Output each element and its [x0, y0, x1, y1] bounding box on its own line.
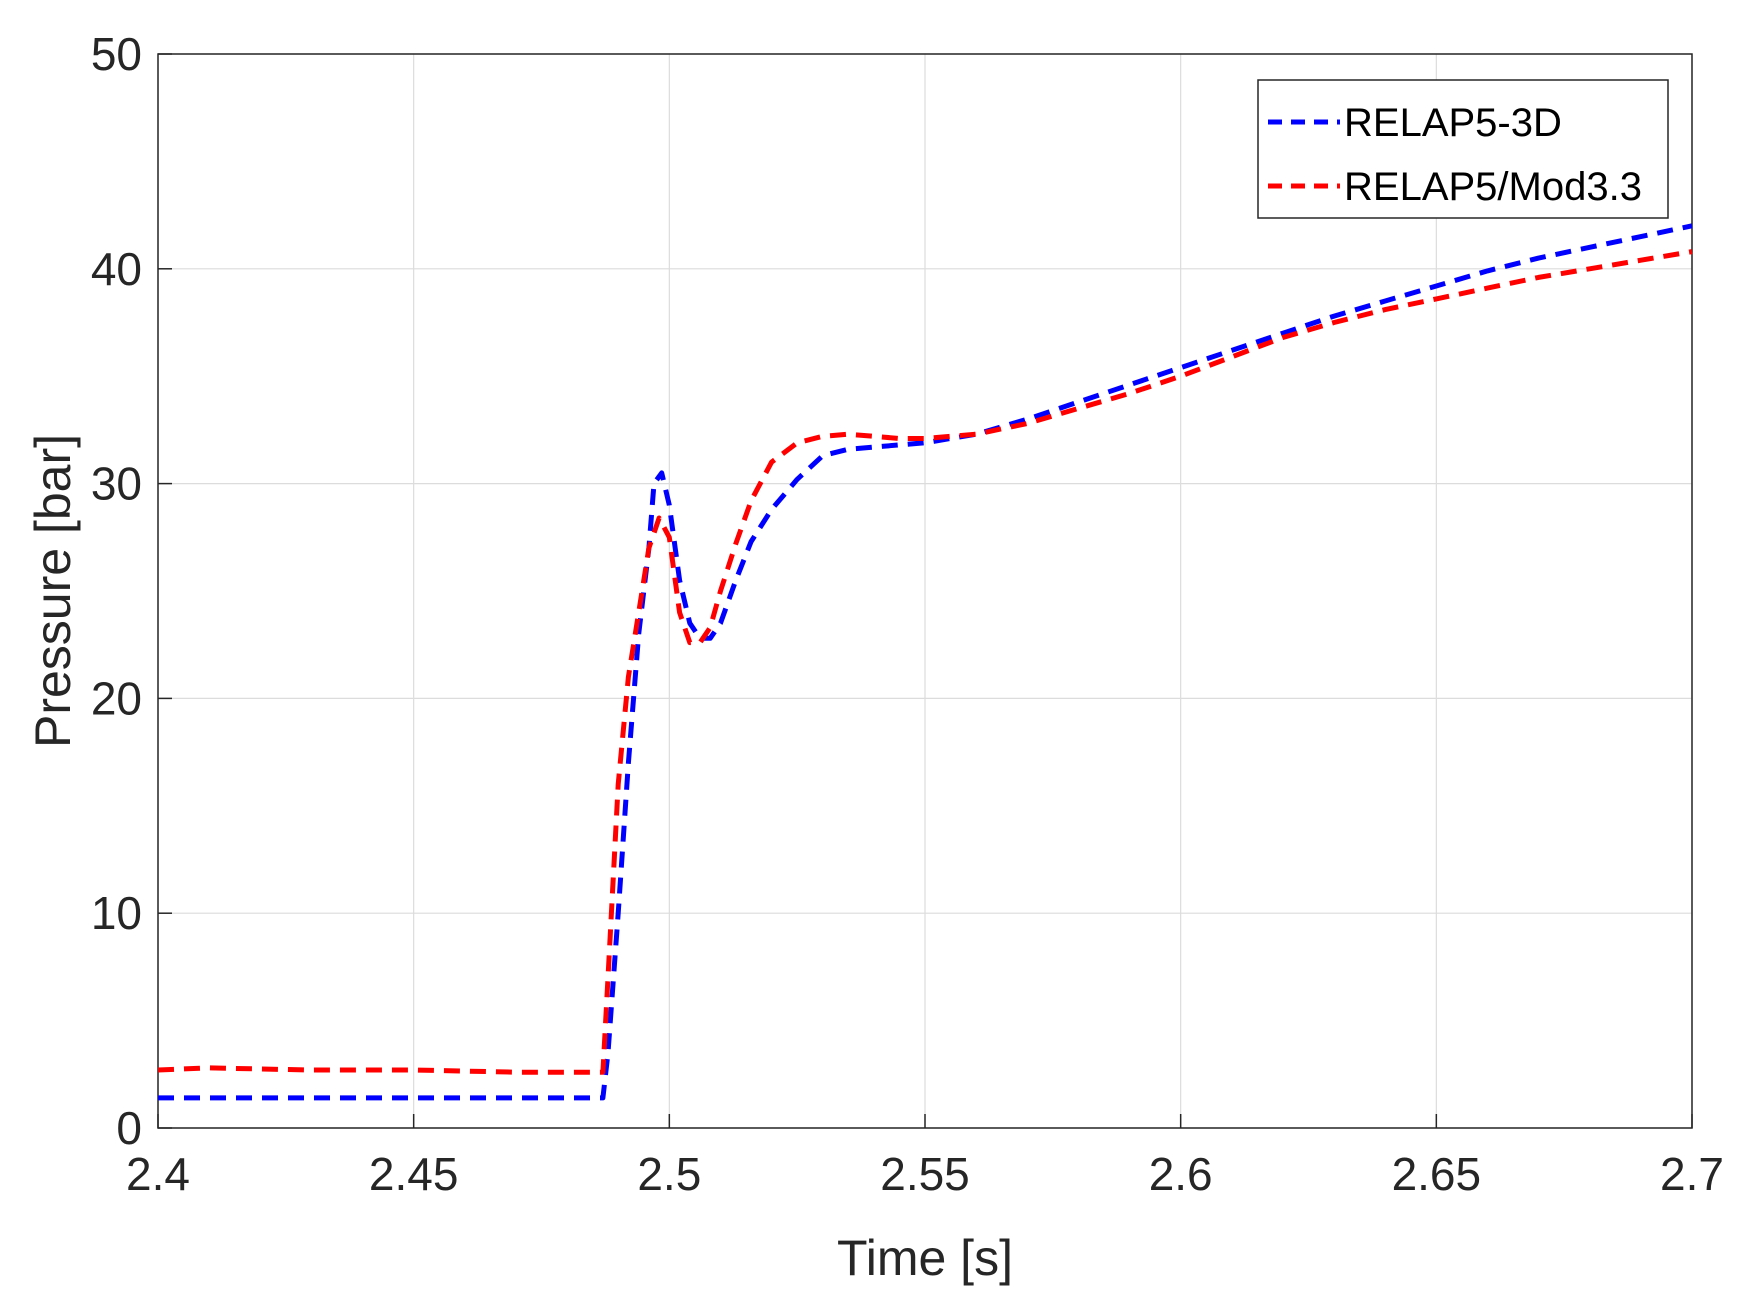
legend-label-relap5-3d: RELAP5-3D: [1344, 101, 1562, 145]
x-axis-title: Time [s]: [837, 1230, 1013, 1286]
y-tick-label: 40: [91, 243, 142, 295]
axis-ticks: 2.4 2.45 2.5 2.55 2.6 2.65 2.7 0 10 20 30 40 50: [91, 28, 1724, 1200]
y-axis-title: Pressure [bar]: [25, 434, 81, 748]
x-tick-label: 2.4: [126, 1148, 190, 1200]
x-tick-label: 2.65: [1392, 1148, 1482, 1200]
y-tick-label: 10: [91, 887, 142, 939]
series-lines: [157, 223, 1693, 1101]
series-line-relap5-mod3-3: [157, 249, 1693, 1075]
y-tick-label: 0: [116, 1102, 142, 1154]
x-tick-label: 2.45: [369, 1148, 459, 1200]
legend: RELAP5-3D RELAP5/Mod3.3: [1257, 79, 1669, 219]
legend-label-relap5-mod3-3: RELAP5/Mod3.3: [1344, 165, 1642, 209]
y-tick-label: 50: [91, 28, 142, 80]
x-tick-label: 2.5: [637, 1148, 701, 1200]
x-tick-label: 2.6: [1149, 1148, 1213, 1200]
x-tick-label: 2.7: [1660, 1148, 1724, 1200]
y-tick-label: 30: [91, 458, 142, 510]
y-tick-label: 20: [91, 672, 142, 724]
x-tick-label: 2.55: [880, 1148, 970, 1200]
legend-box: [1257, 79, 1669, 219]
